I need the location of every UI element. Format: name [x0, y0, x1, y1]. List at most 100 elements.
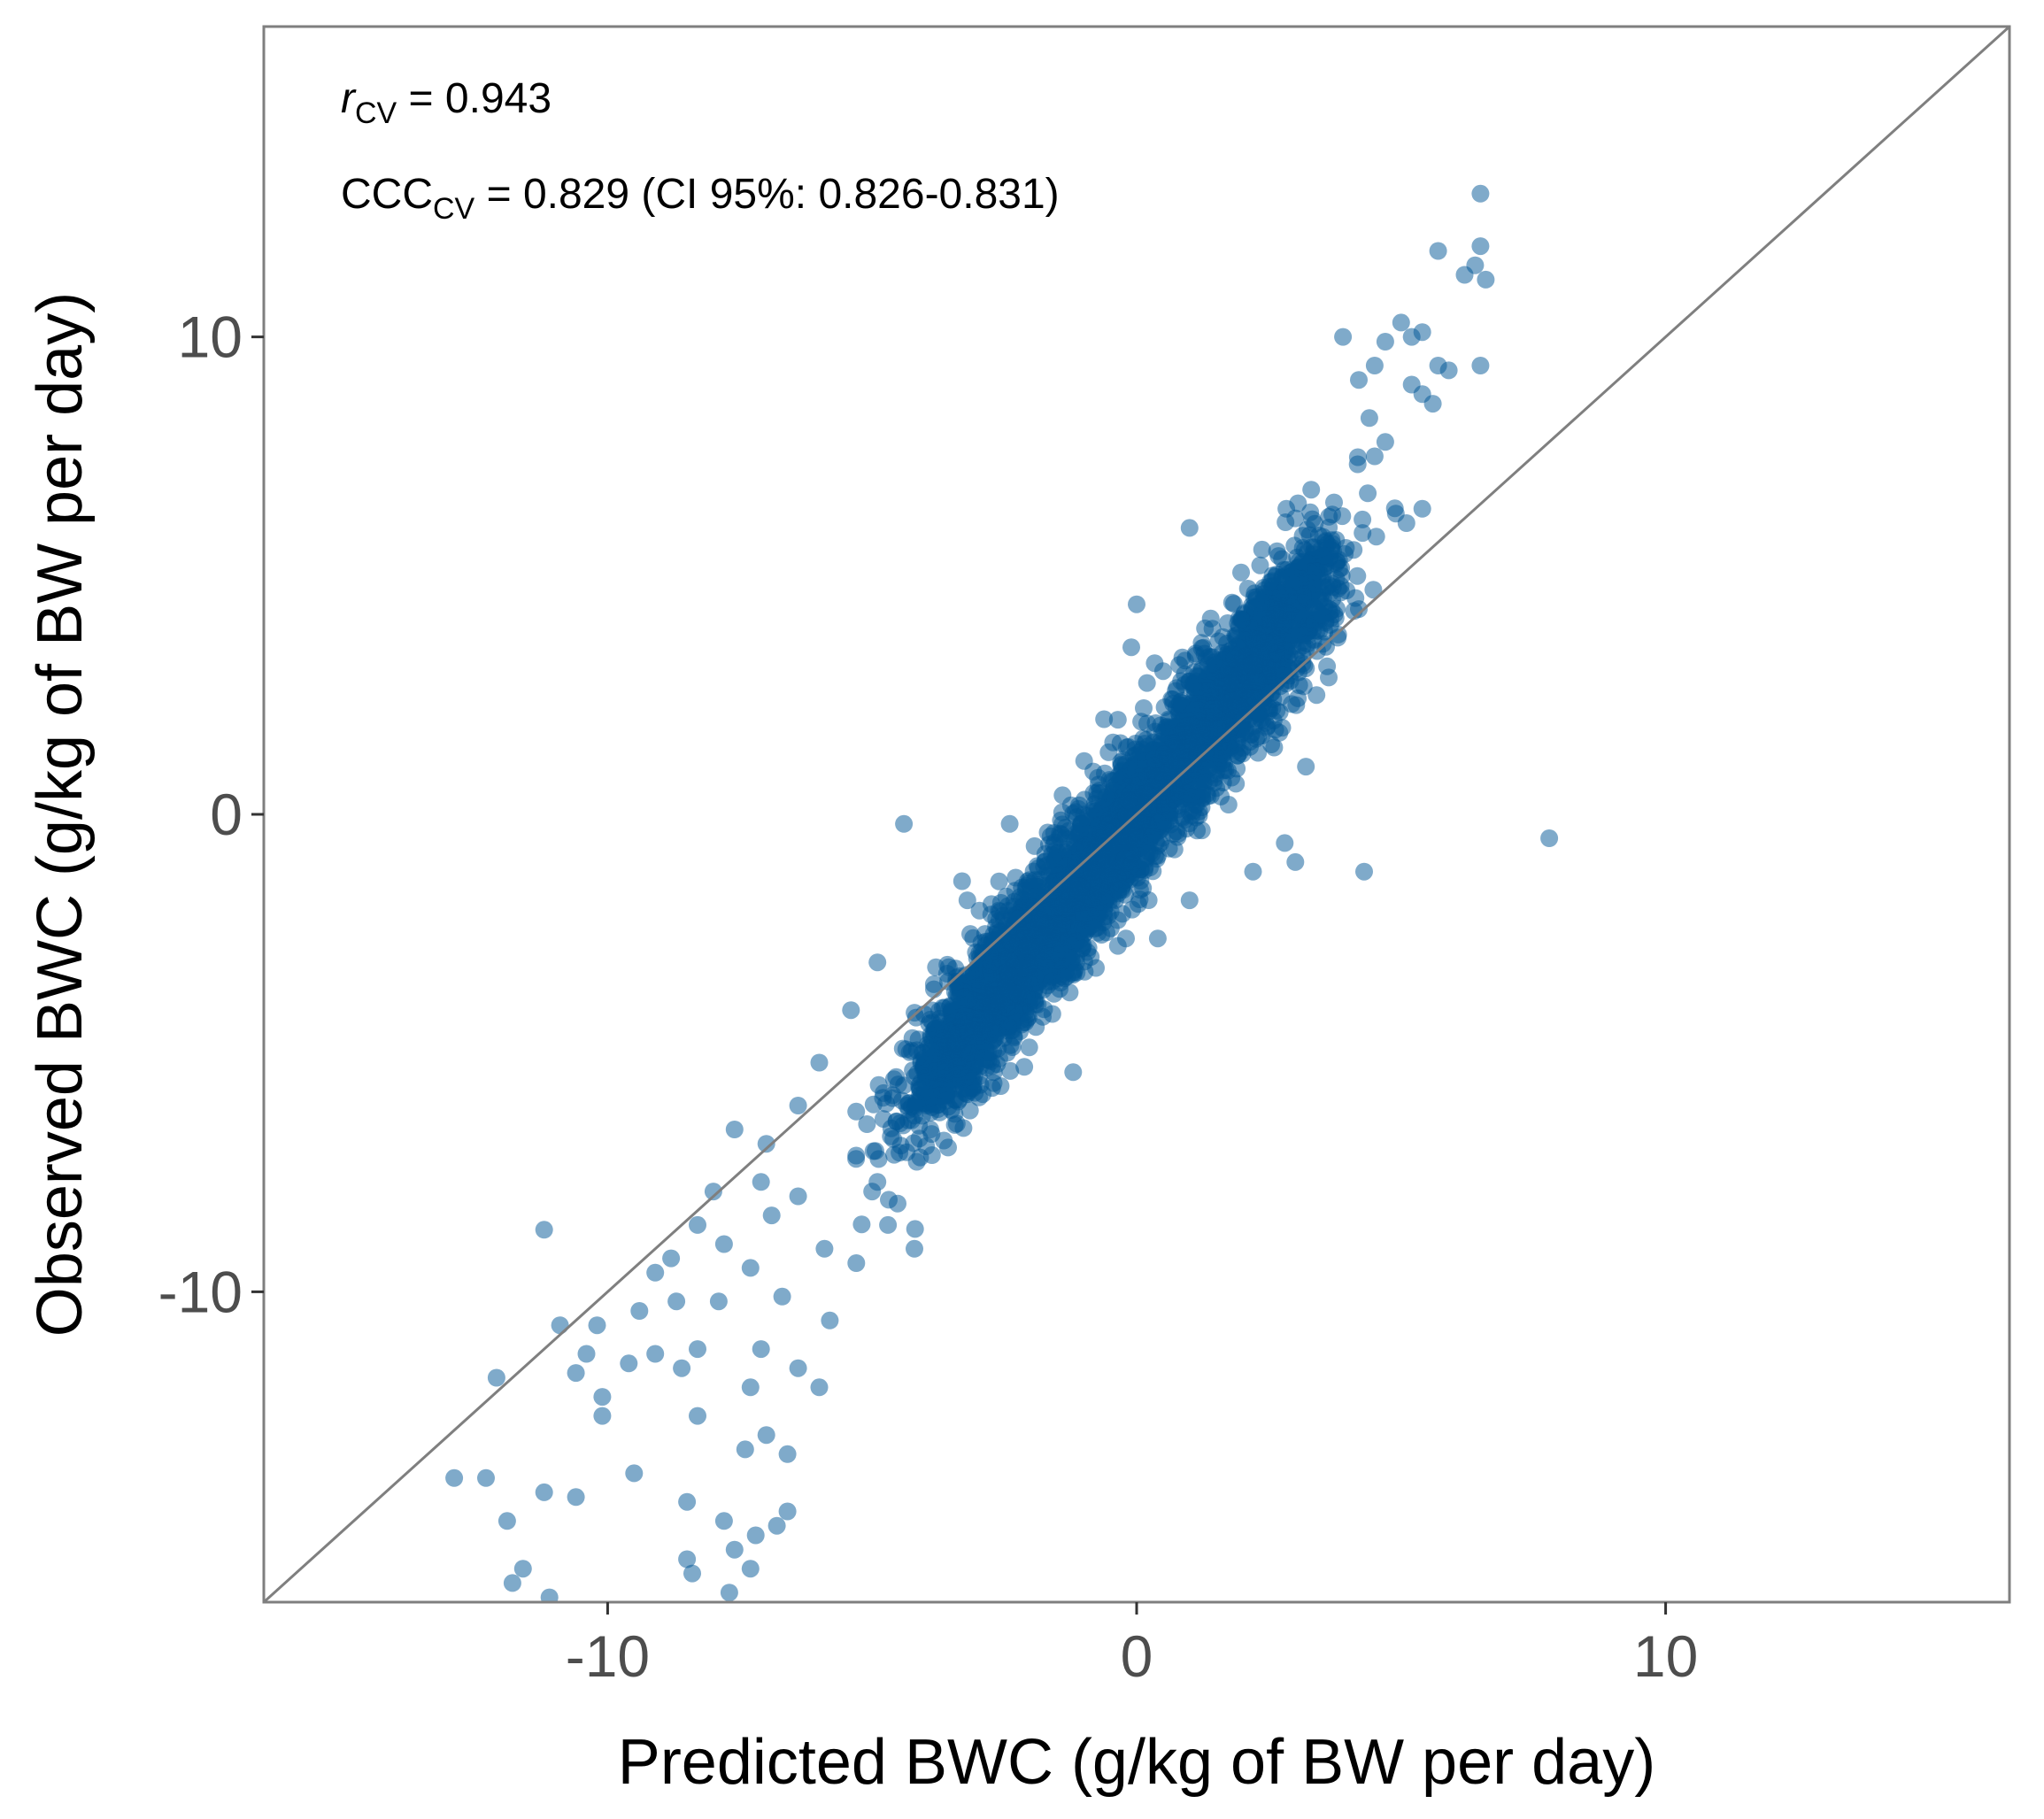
data-point: [1119, 791, 1138, 810]
data-point: [997, 978, 1015, 997]
data-point: [625, 1464, 644, 1483]
data-point: [1201, 609, 1220, 628]
data-point: [704, 1183, 722, 1201]
data-point: [1194, 638, 1213, 657]
data-point: [1180, 891, 1199, 910]
y-tick-label: 10: [178, 304, 243, 370]
data-point: [1122, 638, 1140, 657]
data-point: [906, 1068, 923, 1086]
data-point: [709, 1292, 728, 1311]
data-point: [868, 1173, 887, 1191]
data-point: [1329, 628, 1347, 647]
data-point: [810, 1053, 829, 1072]
data-point: [1413, 323, 1431, 342]
data-point: [907, 1094, 926, 1113]
data-point: [1233, 744, 1252, 763]
data-point: [1303, 564, 1322, 582]
data-point: [945, 1115, 964, 1134]
data-point: [1253, 540, 1271, 559]
data-point: [1153, 767, 1172, 785]
data-point: [1350, 371, 1368, 389]
data-point: [1123, 900, 1141, 919]
data-point: [678, 1550, 697, 1569]
data-point: [513, 1560, 532, 1578]
data-point: [1354, 524, 1372, 543]
data-point: [1354, 510, 1372, 528]
data-point: [1155, 745, 1174, 763]
data-point: [924, 975, 943, 993]
data-point: [906, 1239, 923, 1258]
data-point: [1180, 519, 1199, 537]
data-point: [947, 972, 966, 990]
data-point: [1397, 514, 1415, 532]
data-point: [1138, 674, 1156, 692]
data-point: [1359, 484, 1377, 503]
data-point: [1123, 854, 1142, 873]
data-point: [1092, 883, 1111, 901]
data-point: [1117, 929, 1135, 948]
data-point: [1145, 847, 1164, 866]
data-point: [1104, 733, 1122, 751]
data-point: [1333, 507, 1352, 526]
data-point: [1238, 580, 1257, 597]
data-point: [752, 1340, 770, 1359]
data-point: [646, 1345, 665, 1363]
ccc-cv-annotation: CCCCV = 0.829 (CI 95%: 0.826-0.831): [341, 171, 1060, 226]
data-point: [1191, 727, 1209, 745]
data-point: [1043, 972, 1061, 990]
data-point: [815, 1239, 834, 1258]
data-point: [789, 1097, 807, 1114]
data-point: [1236, 722, 1254, 741]
data-point: [810, 1378, 829, 1397]
data-point: [981, 1022, 999, 1041]
y-axis-title: Observed BWC (g/kg of BW per day): [25, 292, 96, 1337]
data-point: [662, 1249, 681, 1268]
data-point: [948, 1060, 967, 1078]
data-point: [1332, 559, 1351, 577]
data-point: [864, 1095, 883, 1114]
data-point: [1360, 409, 1378, 428]
data-point: [1348, 567, 1367, 585]
scatter-points: [445, 184, 1559, 1602]
x-tick-label: 0: [1121, 1623, 1153, 1689]
data-point: [1128, 595, 1145, 613]
data-point: [1402, 375, 1421, 394]
identity-reference-line: [264, 27, 2009, 1602]
data-point: [847, 1150, 866, 1168]
data-point: [778, 1502, 797, 1521]
data-point: [588, 1316, 606, 1335]
r-cv-annotation: rCV = 0.943: [341, 75, 551, 130]
data-point: [1365, 447, 1384, 466]
data-point: [741, 1259, 760, 1277]
data-point: [540, 1588, 559, 1602]
data-point: [551, 1316, 569, 1335]
data-point: [1006, 882, 1024, 900]
data-point: [953, 872, 971, 890]
data-point: [1376, 333, 1394, 351]
data-point: [1000, 952, 1019, 969]
data-point: [1200, 744, 1219, 763]
data-point: [1345, 541, 1363, 559]
data-point: [1286, 509, 1305, 528]
data-point: [1099, 906, 1117, 925]
data-point: [778, 1445, 797, 1463]
data-point: [1092, 926, 1111, 944]
x-axis-ticks: -10 0 10: [566, 1602, 1698, 1689]
data-point: [789, 1187, 807, 1206]
data-point: [974, 1049, 992, 1068]
data-point: [1429, 242, 1447, 260]
data-point: [1218, 635, 1237, 652]
data-point: [1102, 837, 1120, 855]
data-point: [1068, 881, 1087, 899]
data-point: [877, 1094, 895, 1113]
data-point: [1084, 808, 1103, 827]
data-point: [1128, 868, 1146, 887]
data-point: [1135, 699, 1153, 717]
data-point: [1218, 614, 1237, 632]
data-point: [869, 1075, 888, 1094]
data-point: [1199, 679, 1217, 698]
data-point: [996, 965, 1014, 983]
data-point: [921, 1010, 939, 1029]
data-point: [1273, 550, 1292, 568]
data-point: [1165, 790, 1184, 808]
